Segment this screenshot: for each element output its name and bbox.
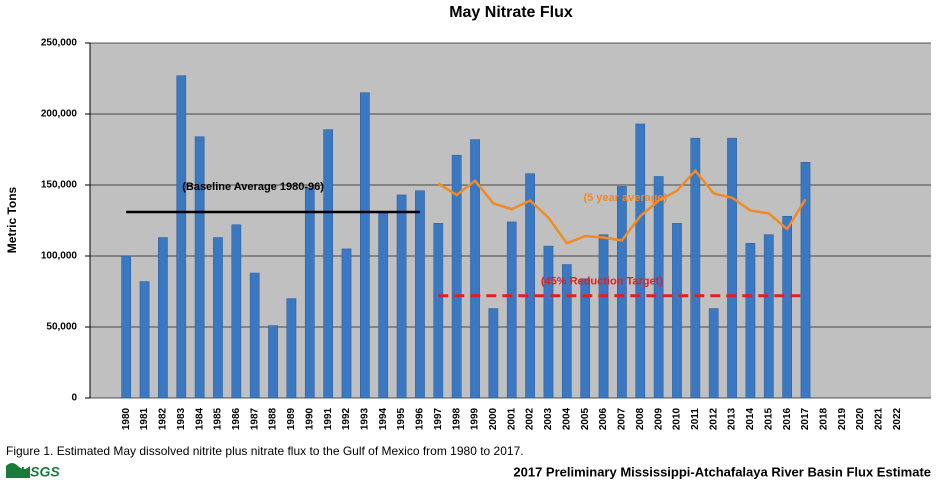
bar <box>378 213 389 399</box>
x-tick-label: 2015 <box>763 407 774 430</box>
bar <box>231 224 242 399</box>
x-tick-label: 2003 <box>543 407 554 430</box>
x-tick-label: 1985 <box>213 407 224 430</box>
logo-icon <box>6 463 30 478</box>
x-tick-label: 2013 <box>727 407 738 430</box>
bar <box>690 137 701 399</box>
bar <box>194 136 205 399</box>
logo: USGS <box>6 463 60 480</box>
x-tick-label: 1986 <box>231 407 242 430</box>
bar <box>525 173 535 399</box>
bar <box>763 234 774 399</box>
bar <box>433 223 444 399</box>
footer: 2017 Preliminary Mississippi-Atchafalaya… <box>513 464 931 479</box>
x-tick-label: 1984 <box>194 407 205 430</box>
y-tick-label: 150,000 <box>41 180 78 191</box>
x-tick-label: 2022 <box>892 407 903 430</box>
bar <box>268 325 278 399</box>
bar <box>360 92 370 399</box>
bar <box>121 255 132 399</box>
logo-text: USGS <box>20 464 60 480</box>
bar <box>249 272 260 399</box>
x-tick-label: 1992 <box>341 407 352 430</box>
x-tick-label: 1997 <box>433 407 444 430</box>
y-tick-label: 100,000 <box>41 251 78 262</box>
caption: Figure 1. Estimated May dissolved nitrit… <box>6 444 524 458</box>
bar <box>396 194 407 399</box>
x-tick-label: 2021 <box>874 407 885 430</box>
x-tick-label: 2006 <box>598 407 609 430</box>
y-tick-label: 50,000 <box>46 322 77 333</box>
x-tick-label: 2009 <box>653 407 664 430</box>
x-tick-label: 2008 <box>635 407 646 430</box>
x-tick-label: 1999 <box>470 407 481 430</box>
x-tick-label: 1981 <box>139 407 150 430</box>
bar <box>598 234 609 399</box>
x-tick-label: 2002 <box>525 407 536 430</box>
bar <box>800 162 811 399</box>
bar <box>139 281 150 399</box>
x-tick-label: 1983 <box>176 407 187 430</box>
x-tick-label: 2000 <box>488 407 499 430</box>
bar <box>341 248 352 399</box>
x-tick-label: 1994 <box>378 407 389 430</box>
bar <box>415 190 425 399</box>
reference-label: (45% Reduction Target) <box>541 276 663 288</box>
x-tick-label: 2010 <box>672 407 683 430</box>
x-tick-label: 1988 <box>268 407 279 430</box>
bar <box>727 137 737 399</box>
bar <box>617 186 627 399</box>
y-tick-label: 0 <box>71 393 77 404</box>
y-tick-label: 200,000 <box>41 109 78 120</box>
y-axis-label: Metric Tons <box>5 186 19 253</box>
reference-label: (Baseline Average 1980-96) <box>182 181 324 193</box>
x-tick-label: 1996 <box>415 407 426 430</box>
x-tick-label: 1991 <box>323 407 334 430</box>
x-tick-label: 2012 <box>708 407 719 430</box>
x-tick-label: 1998 <box>451 407 462 430</box>
bar <box>745 242 756 399</box>
bar <box>561 264 572 399</box>
bar <box>782 215 792 399</box>
x-tick-label: 2019 <box>837 407 848 430</box>
bar <box>708 308 719 399</box>
x-tick-label: 1982 <box>158 407 169 430</box>
bar <box>635 123 646 399</box>
x-tick-label: 2001 <box>506 407 517 430</box>
bar <box>488 308 499 399</box>
x-tick-label: 2016 <box>782 407 793 430</box>
bar <box>286 298 297 399</box>
bar <box>543 245 554 399</box>
bar <box>672 223 682 399</box>
bar <box>176 75 187 399</box>
bar <box>451 154 462 399</box>
x-tick-label: 2017 <box>800 407 811 430</box>
x-tick-label: 2018 <box>819 407 830 430</box>
x-tick-label: 1987 <box>249 407 260 430</box>
bar <box>304 187 315 399</box>
x-tick-label: 2007 <box>617 407 628 430</box>
x-tick-label: 2004 <box>561 407 572 430</box>
bar <box>470 139 480 399</box>
x-tick-label: 1980 <box>121 407 132 430</box>
bar <box>580 278 591 399</box>
average-line <box>437 168 807 245</box>
chart-title: May Nitrate Flux <box>449 4 573 21</box>
bar <box>323 129 333 399</box>
x-tick-label: 2011 <box>690 408 701 430</box>
x-tick-label: 2005 <box>580 407 591 430</box>
y-tick-label: 250,000 <box>41 38 78 49</box>
bar <box>506 221 517 399</box>
x-tick-label: 1989 <box>286 407 297 430</box>
bar <box>213 237 223 399</box>
bar <box>653 176 664 399</box>
x-tick-label: 2020 <box>855 407 866 430</box>
x-tick-label: 1993 <box>360 407 371 430</box>
line-label: (5 year average) <box>583 192 667 204</box>
bar <box>158 237 168 399</box>
x-tick-label: 1990 <box>304 407 315 430</box>
x-tick-label: 2014 <box>745 407 756 430</box>
x-tick-label: 1995 <box>396 407 407 430</box>
